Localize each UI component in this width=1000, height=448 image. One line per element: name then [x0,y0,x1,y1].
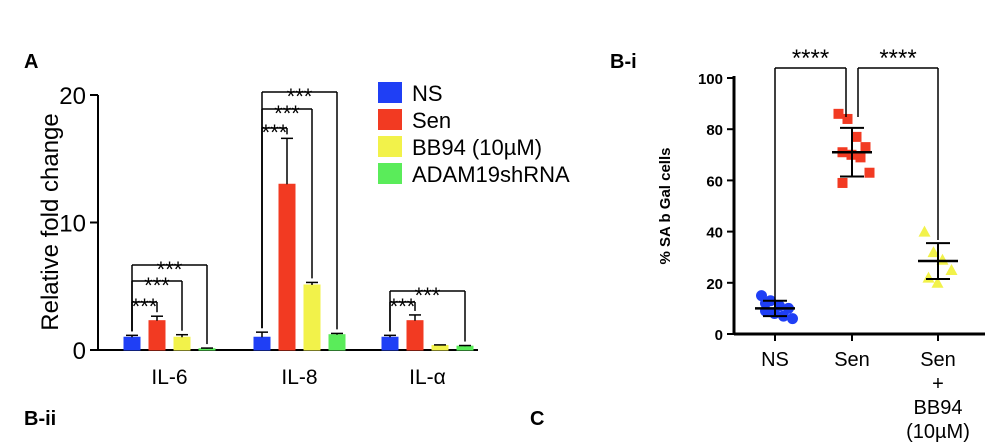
chart-panel-a: Relative fold change 0 10 20 IL-6 IL-8 IL-α *… [37,81,570,389]
panel-b-i-y-axis-label: % SA b Gal cells [657,148,674,265]
data-point [842,113,853,124]
x-tick-label: Sen [920,349,956,371]
legend-label: NS [412,81,443,106]
significance-label: *** [274,101,300,126]
legend-label: BB94 (10µM) [412,135,542,160]
significance-label: *** [144,273,170,298]
bar [456,345,474,351]
bar [278,183,296,351]
panel-a-significance: ********************* *** [131,84,466,345]
y-tick-label: 60 [706,173,723,190]
data-point [851,131,862,142]
bar [381,336,399,351]
data-point [864,167,875,178]
bar [253,336,271,351]
y-tick-label: 100 [698,71,723,88]
significance-label: *** [287,84,313,109]
y-tick-label: 40 [706,225,723,242]
x-tick-label: IL-α [409,366,446,389]
data-point [927,246,940,258]
significance-label: **** [792,45,829,72]
significance-label: *** [262,120,288,145]
bar [406,320,424,351]
legend-swatch [378,109,402,130]
data-point [855,152,866,163]
y-tick-label: 10 [59,211,86,238]
panel-label-bii: B-ii [24,408,56,430]
y-tick-label: 80 [706,122,723,139]
data-point [922,271,935,283]
panel-label-a: A [24,51,38,73]
panel-label-c: C [530,408,544,430]
significance-label: *** [132,294,158,319]
x-tick-label: BB94 [914,397,963,419]
legend-label: ADAM19shRNA [412,162,570,187]
bar [198,348,216,351]
x-tick-label: + [932,373,944,395]
x-tick-label: IL-6 [151,366,187,389]
panel-b-i-significance: **** **** [774,45,939,300]
data-point [787,313,798,325]
x-tick-label: Sen [834,349,870,371]
panel-a-bars [123,137,474,351]
bar [303,284,321,351]
significance-label: **** [879,45,916,72]
bar [123,336,141,351]
data-point [918,225,931,237]
data-point [833,108,844,119]
significance-label: *** [390,294,416,319]
data-point [931,276,944,288]
bar [431,345,449,351]
x-tick-label: (10µM) [906,421,970,443]
x-tick-label: IL-8 [281,366,317,389]
panel-label-bi: B-i [610,51,637,73]
legend-label: Sen [412,108,451,133]
y-tick-label: 0 [73,338,86,365]
panel-a-y-axis-label: Relative fold change [37,113,64,330]
panel-b-i-points [755,108,958,325]
significance-label: *** [415,283,441,308]
legend-swatch [378,163,402,184]
y-tick-label: 0 [715,327,723,344]
bar [148,320,166,351]
y-tick-label: 20 [59,83,86,110]
bar [328,334,346,351]
bar [173,336,191,351]
legend-swatch [378,82,402,103]
data-point [945,264,958,275]
significance-label: *** [157,257,183,282]
data-point [760,297,771,309]
x-tick-label: NS [761,349,789,371]
legend-swatch [378,136,402,157]
data-point [837,177,848,188]
y-tick-label: 20 [706,276,723,293]
data-point [860,142,871,153]
